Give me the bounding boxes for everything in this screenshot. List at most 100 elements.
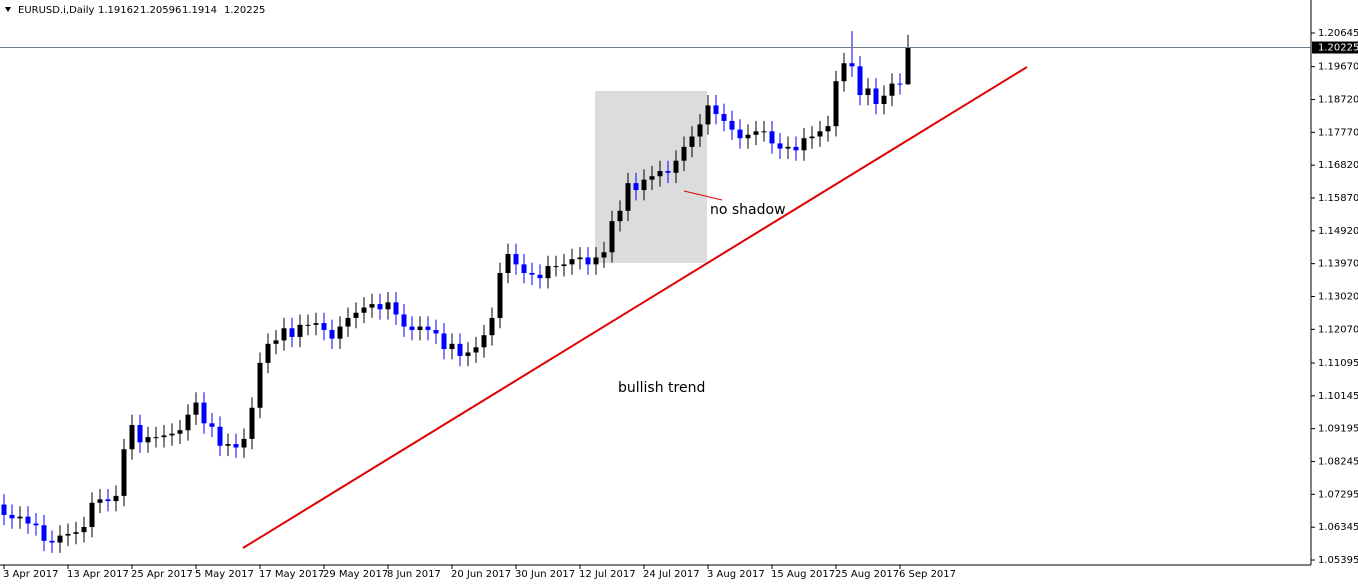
candle-body <box>633 183 639 191</box>
candle-body <box>761 131 767 133</box>
candle-body <box>281 328 287 341</box>
candle-body <box>673 160 679 173</box>
x-tick-label: 17 May 2017 <box>259 569 324 580</box>
candle-body <box>265 343 271 363</box>
y-tick-label: 1.16820 <box>1318 160 1358 171</box>
candle-body <box>161 435 167 438</box>
y-tick-label: 1.09195 <box>1318 424 1358 435</box>
candle-body <box>601 252 607 258</box>
candle-body <box>89 502 95 527</box>
trend-line <box>242 66 1028 549</box>
candle-body <box>257 362 263 408</box>
candle-body <box>169 433 175 436</box>
candle-body <box>249 407 255 439</box>
candle-body <box>849 63 855 67</box>
candle-body <box>65 533 71 536</box>
candle-body <box>425 326 431 331</box>
y-tick-label: 1.19670 <box>1318 62 1358 73</box>
candle-body <box>9 514 15 519</box>
candle-body <box>153 437 159 439</box>
candle-body <box>345 317 351 327</box>
candle-body <box>505 253 511 273</box>
header-high: 1.20596 <box>140 5 181 16</box>
menu-arrow[interactable] <box>5 7 11 12</box>
candle-body <box>49 540 55 543</box>
candle-body <box>577 257 583 260</box>
candle-body <box>473 347 479 353</box>
x-tick-label: 20 Jun 2017 <box>451 569 511 580</box>
candle-body <box>625 183 631 211</box>
candle-body <box>57 535 63 543</box>
x-tick-label: 8 Jun 2017 <box>387 569 441 580</box>
current-price-label: 1.20225 <box>1318 43 1358 54</box>
candle-body <box>113 495 119 502</box>
candle-body <box>329 330 335 339</box>
candle-body <box>489 317 495 336</box>
candle-body <box>449 343 455 350</box>
header-low: 1.1914 <box>182 5 217 16</box>
candle-body <box>209 423 215 427</box>
x-tick-label: 6 Sep 2017 <box>899 569 956 580</box>
candle-body <box>33 523 39 526</box>
candle-body <box>73 532 79 534</box>
candle-body <box>585 257 591 265</box>
x-tick-label: 15 Aug 2017 <box>771 569 835 580</box>
candle-body <box>129 425 135 450</box>
candle-body <box>17 516 23 519</box>
pointer-line <box>683 190 723 201</box>
candle-body <box>697 124 703 137</box>
x-tick-label: 25 Aug 2017 <box>835 569 899 580</box>
candle-body <box>873 88 879 105</box>
candle-body <box>233 444 239 448</box>
candle-body <box>857 66 863 96</box>
candle-body <box>721 114 727 121</box>
candle-body <box>225 444 231 446</box>
y-tick-label: 1.06345 <box>1318 522 1358 533</box>
candle-body <box>1 504 7 515</box>
candle-body <box>193 402 199 415</box>
candle-body <box>753 131 759 135</box>
candle-body <box>313 323 319 325</box>
header-open: 1.19162 <box>98 5 139 16</box>
candle-body <box>617 210 623 222</box>
candle-body <box>97 499 103 503</box>
y-tick-label: 1.20645 <box>1318 28 1358 39</box>
candle-body <box>201 402 207 424</box>
candle-body <box>833 81 839 127</box>
candle-body <box>641 179 647 191</box>
candle-body <box>681 146 687 161</box>
header-close: 1.20225 <box>224 5 265 16</box>
candle-body <box>441 333 447 350</box>
candle-body <box>497 272 503 318</box>
candle-body <box>273 340 279 344</box>
candle-body <box>145 437 151 443</box>
candle-body <box>217 426 223 446</box>
candle-body <box>481 335 487 348</box>
candle-body <box>553 266 559 268</box>
candle-body <box>121 449 127 496</box>
x-tick-label: 25 Apr 2017 <box>131 569 193 580</box>
candle-body <box>521 264 527 273</box>
y-tick-label: 1.17770 <box>1318 127 1358 138</box>
candle-body <box>369 304 375 308</box>
candle-body <box>649 176 655 180</box>
x-tick-label: 13 Apr 2017 <box>67 569 129 580</box>
candle-body <box>889 83 895 96</box>
candle-body <box>737 129 743 139</box>
candle-body <box>809 136 815 139</box>
x-tick-label: 29 May 2017 <box>323 569 388 580</box>
candle-body <box>289 328 295 337</box>
candle-body <box>529 272 535 275</box>
x-tick-label: 12 Jul 2017 <box>579 569 636 580</box>
candle-body <box>25 516 31 524</box>
candle-body <box>81 526 87 533</box>
candle-body <box>353 312 359 318</box>
symbol-title: EURUSD.i,Daily <box>18 5 94 16</box>
x-tick-label: 3 Apr 2017 <box>3 569 58 580</box>
y-tick-label: 1.11095 <box>1318 358 1358 369</box>
candle-body <box>689 136 695 147</box>
y-tick-label: 1.18720 <box>1318 95 1358 106</box>
candle-body <box>433 330 439 334</box>
y-tick-label: 1.12070 <box>1318 324 1358 335</box>
annotation: no shadow <box>710 202 786 218</box>
